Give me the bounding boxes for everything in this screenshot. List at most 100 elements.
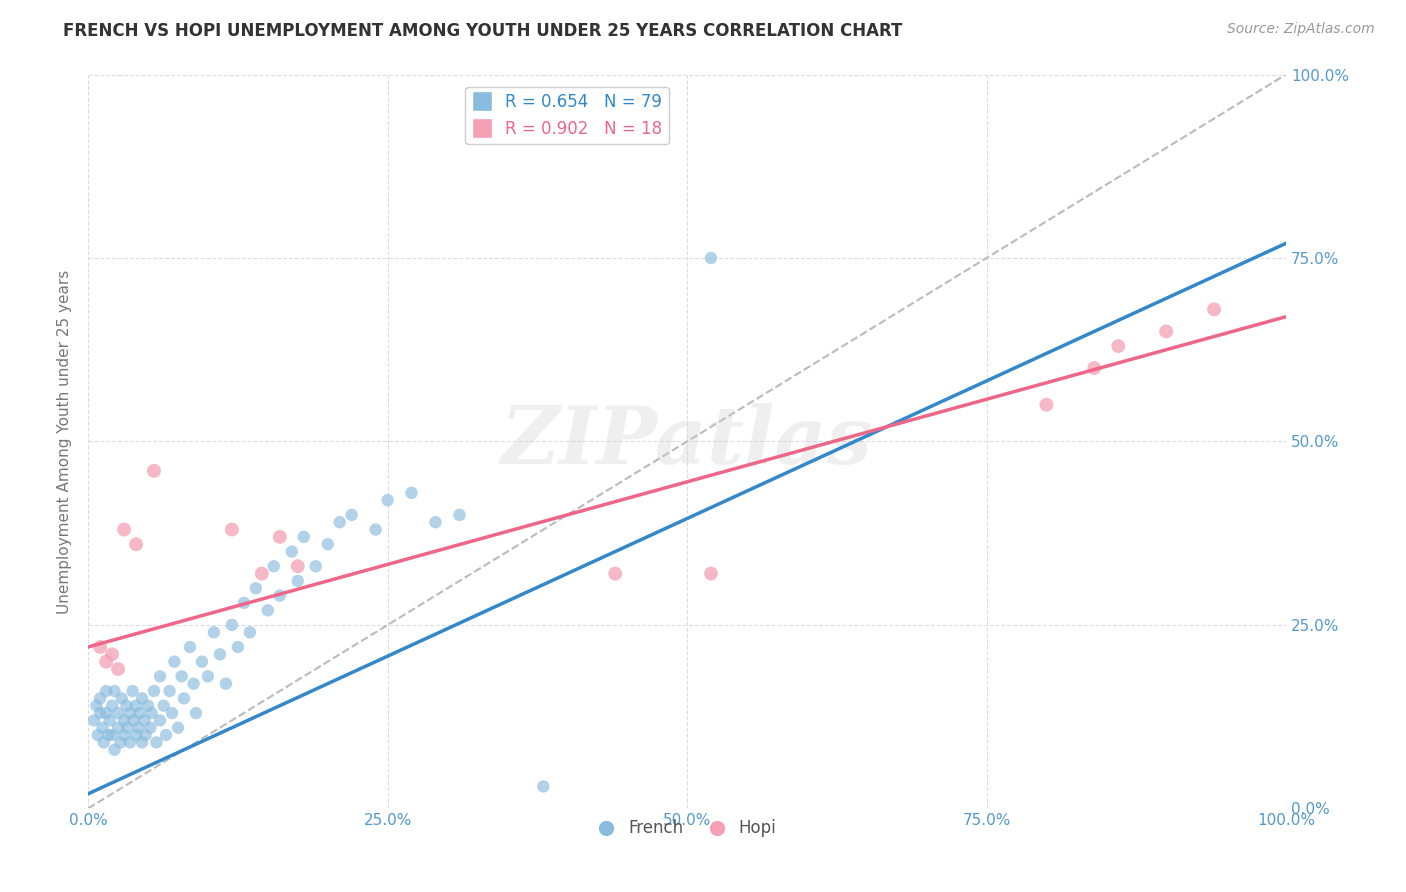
Point <box>101 698 124 713</box>
Point <box>89 640 111 654</box>
Legend: French, Hopi: French, Hopi <box>592 813 783 844</box>
Point <box>128 706 150 720</box>
Point <box>91 721 114 735</box>
Point <box>700 251 723 265</box>
Point <box>605 566 627 581</box>
Point <box>183 676 205 690</box>
Point <box>208 648 231 662</box>
Point <box>221 618 243 632</box>
Point <box>292 530 315 544</box>
Point <box>700 566 723 581</box>
Point <box>1154 325 1177 339</box>
Point <box>340 508 363 522</box>
Point <box>110 735 132 749</box>
Point <box>103 684 125 698</box>
Point <box>101 728 124 742</box>
Point <box>364 523 387 537</box>
Point <box>401 486 423 500</box>
Point <box>139 721 162 735</box>
Point <box>135 728 157 742</box>
Point <box>245 581 267 595</box>
Point <box>107 721 129 735</box>
Point <box>94 655 117 669</box>
Point <box>329 515 352 529</box>
Point <box>107 706 129 720</box>
Point <box>179 640 201 654</box>
Point <box>149 714 172 728</box>
Point <box>94 684 117 698</box>
Point <box>125 537 148 551</box>
Point <box>93 735 115 749</box>
Point <box>121 684 143 698</box>
Point <box>152 698 174 713</box>
Point <box>316 537 339 551</box>
Point <box>125 698 148 713</box>
Point <box>115 698 138 713</box>
Point <box>305 559 328 574</box>
Point <box>226 640 249 654</box>
Point <box>86 698 108 713</box>
Point <box>101 648 124 662</box>
Point <box>269 530 291 544</box>
Point <box>256 603 278 617</box>
Point <box>239 625 262 640</box>
Point <box>531 780 554 794</box>
Point <box>87 728 110 742</box>
Point <box>159 684 181 698</box>
Point <box>281 544 304 558</box>
Point <box>112 523 135 537</box>
Point <box>287 574 309 588</box>
Point <box>250 566 273 581</box>
Point <box>127 721 149 735</box>
Point <box>163 655 186 669</box>
Point <box>221 523 243 537</box>
Point <box>120 735 142 749</box>
Point <box>131 691 153 706</box>
Point <box>112 714 135 728</box>
Point <box>197 669 219 683</box>
Point <box>143 684 166 698</box>
Point <box>134 714 156 728</box>
Point <box>94 706 117 720</box>
Point <box>83 714 105 728</box>
Point <box>97 728 120 742</box>
Point <box>117 721 139 735</box>
Point <box>107 662 129 676</box>
Point <box>143 464 166 478</box>
Point <box>122 714 145 728</box>
Point <box>1035 398 1057 412</box>
Point <box>149 669 172 683</box>
Point <box>141 706 163 720</box>
Point <box>269 589 291 603</box>
Point <box>449 508 471 522</box>
Text: Source: ZipAtlas.com: Source: ZipAtlas.com <box>1227 22 1375 37</box>
Point <box>98 714 121 728</box>
Point <box>184 706 207 720</box>
Point <box>170 669 193 683</box>
Point <box>202 625 225 640</box>
Point <box>263 559 285 574</box>
Text: ZIPatlas: ZIPatlas <box>501 402 873 480</box>
Point <box>111 691 134 706</box>
Point <box>191 655 214 669</box>
Point <box>215 676 238 690</box>
Text: FRENCH VS HOPI UNEMPLOYMENT AMONG YOUTH UNDER 25 YEARS CORRELATION CHART: FRENCH VS HOPI UNEMPLOYMENT AMONG YOUTH … <box>63 22 903 40</box>
Point <box>89 706 111 720</box>
Point <box>103 743 125 757</box>
Point <box>173 691 195 706</box>
Point <box>155 728 177 742</box>
Point <box>232 596 254 610</box>
Point <box>1083 361 1105 376</box>
Point <box>125 728 148 742</box>
Point <box>160 706 183 720</box>
Y-axis label: Unemployment Among Youth under 25 years: Unemployment Among Youth under 25 years <box>58 269 72 614</box>
Point <box>425 515 447 529</box>
Point <box>136 698 159 713</box>
Point <box>120 706 142 720</box>
Point <box>89 691 111 706</box>
Point <box>377 493 399 508</box>
Point <box>131 735 153 749</box>
Point <box>167 721 190 735</box>
Point <box>112 728 135 742</box>
Point <box>287 559 309 574</box>
